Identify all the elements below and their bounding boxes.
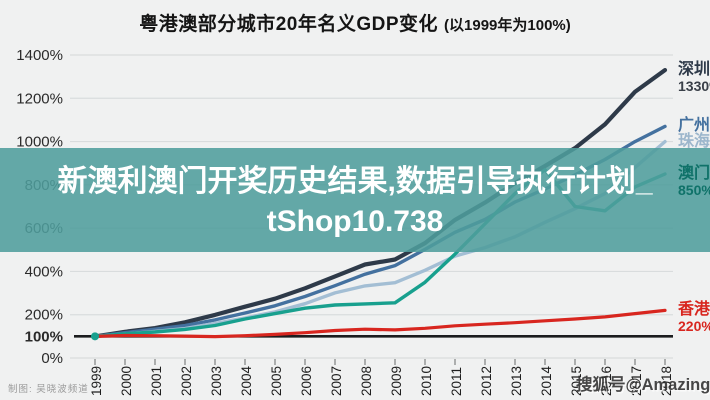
overlay-text-line2: tShop10.738 bbox=[266, 205, 444, 238]
credit-text: 制图: 吴晓波频道 bbox=[8, 384, 89, 395]
series-end-value: 220% bbox=[678, 318, 710, 335]
x-axis-year-label: 1999 bbox=[89, 366, 104, 396]
x-axis-year-label: 2004 bbox=[239, 365, 254, 396]
x-axis-year-label: 2007 bbox=[329, 366, 344, 396]
x-axis-year-label: 2005 bbox=[269, 366, 284, 396]
start-point-dot bbox=[91, 332, 99, 341]
series-label-zhuhai: 珠海 bbox=[678, 133, 710, 151]
y-axis-tick-label: 100% bbox=[25, 328, 63, 345]
x-axis-year-label: 2013 bbox=[509, 366, 524, 396]
x-axis-year-label: 2012 bbox=[479, 366, 494, 396]
x-axis-year-label: 2011 bbox=[449, 367, 464, 396]
x-axis-year-label: 2014 bbox=[539, 365, 554, 396]
series-name: 深圳 bbox=[678, 61, 710, 79]
series-name: 珠海 bbox=[678, 132, 710, 150]
series-end-value: 850% bbox=[678, 181, 710, 198]
series-name: 澳门 bbox=[678, 165, 710, 183]
sohu-watermark: 搜狐号@Amazing bbox=[576, 376, 710, 394]
chart-title: 粤港澳部分城市20年名义GDP变化 bbox=[139, 14, 439, 35]
y-axis-tick-label: 1000% bbox=[16, 134, 63, 151]
x-axis-year-label: 2009 bbox=[389, 366, 404, 396]
series-line-hongkong bbox=[93, 308, 667, 339]
series-end-value: 1330% bbox=[678, 78, 710, 95]
x-axis-year-label: 2003 bbox=[209, 366, 224, 396]
chart-header: 粤港澳部分城市20年名义GDP变化 (以1999年为100%) bbox=[0, 9, 710, 36]
x-axis-year-label: 2018 bbox=[659, 366, 674, 396]
x-axis-year-label: 2016 bbox=[599, 366, 614, 396]
series-label-guangzhou: 广州 bbox=[678, 117, 710, 135]
x-axis-year-label: 2015 bbox=[569, 366, 584, 396]
x-axis-year-label: 2006 bbox=[299, 366, 314, 396]
x-axis-year-label: 2002 bbox=[179, 366, 194, 396]
y-axis-tick-label: 0% bbox=[41, 350, 63, 367]
series-name: 香港 bbox=[678, 301, 710, 319]
x-axis-year-label: 2000 bbox=[119, 366, 134, 396]
series-label-hongkong: 香港 220% bbox=[678, 301, 710, 335]
overlay-text-line1: 新澳利澳门开奖历史结果,数据引导执行计划_ bbox=[57, 164, 653, 198]
x-axis-year-label: 2001 bbox=[149, 366, 164, 396]
series-label-macau: 澳门 850% bbox=[678, 165, 710, 199]
series-label-shenzhen: 深圳 1330% bbox=[678, 61, 710, 95]
x-axis-year-label: 2008 bbox=[359, 366, 374, 396]
spam-overlay-banner: 新澳利澳门开奖历史结果,数据引导执行计划_ tShop10.738 bbox=[0, 148, 710, 252]
y-axis-tick-label: 200% bbox=[25, 307, 63, 324]
x-axis-year-label: 2010 bbox=[419, 366, 434, 396]
series-name: 广州 bbox=[678, 117, 710, 135]
chart-subtitle: (以1999年为100%) bbox=[444, 17, 571, 34]
y-axis-tick-label: 400% bbox=[25, 263, 63, 280]
x-axis-year-label: 2017 bbox=[629, 366, 644, 396]
y-axis-tick-label: 1200% bbox=[16, 90, 63, 107]
y-axis-tick-label: 1400% bbox=[16, 47, 63, 64]
